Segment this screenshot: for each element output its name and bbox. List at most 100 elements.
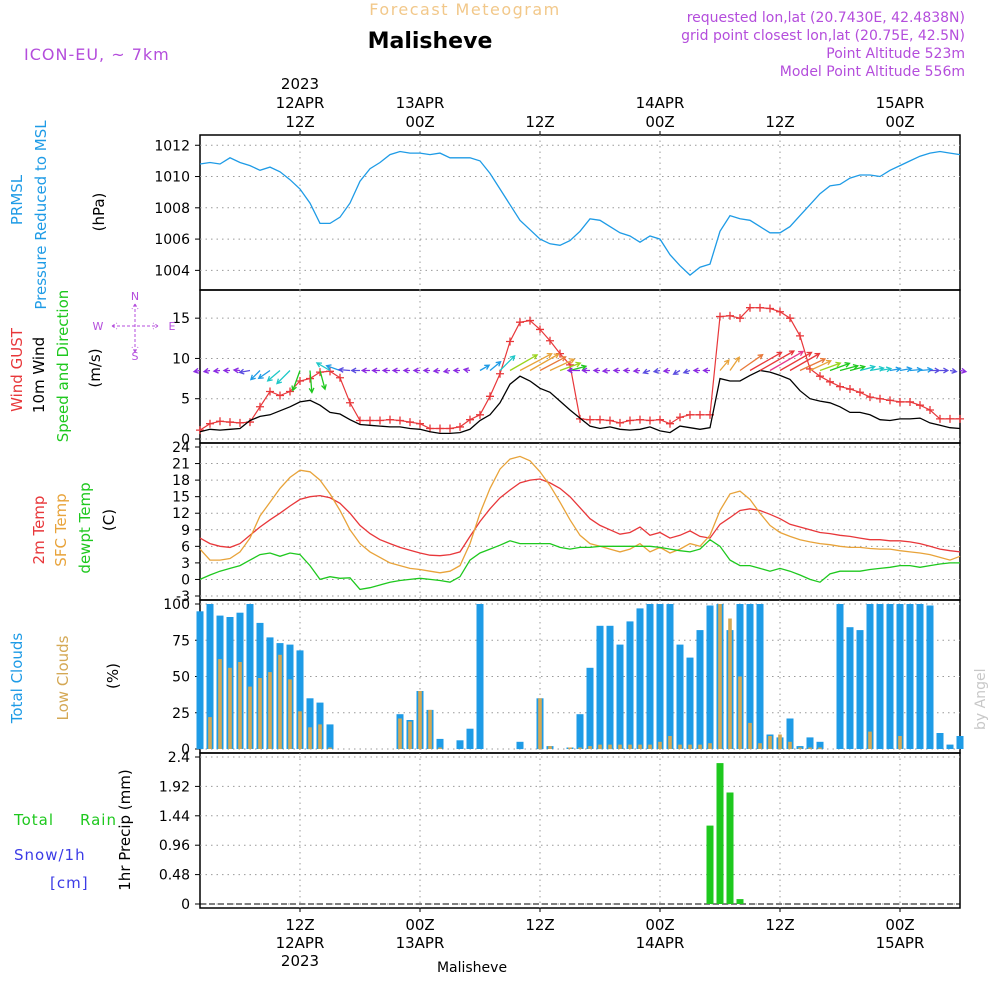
wind-direction-arrow xyxy=(519,352,553,372)
gust-marker xyxy=(346,398,354,407)
gust-marker xyxy=(816,372,824,381)
low-cloud-bar xyxy=(618,744,622,749)
legend-snow: Snow/1h xyxy=(14,846,86,864)
wind-direction-arrow xyxy=(759,350,796,372)
low-cloud-bar xyxy=(768,736,772,749)
top-time-label: 12Z xyxy=(525,113,554,131)
low-cloud-bar xyxy=(408,721,412,749)
gust-marker xyxy=(356,416,364,425)
footer-location: Malisheve xyxy=(437,960,507,976)
y-tick-label: 6 xyxy=(181,539,190,555)
bottom-year-label: 2023 xyxy=(281,952,319,970)
dewpt-line xyxy=(199,538,960,591)
precip-label-unit: 1hr Precip (mm) xyxy=(116,769,134,890)
low-cloud-bar xyxy=(668,736,672,749)
gust-marker xyxy=(496,369,504,378)
wind-direction-arrow xyxy=(276,370,291,385)
wind-label-unit: (m/s) xyxy=(86,348,104,387)
gust-marker xyxy=(446,424,454,433)
gust-marker xyxy=(886,396,894,405)
y-tick-label: 1006 xyxy=(154,232,190,248)
wind-direction-arrow xyxy=(612,367,620,374)
gust-marker xyxy=(336,373,344,382)
y-tick-label: 0.48 xyxy=(159,868,190,884)
wind-direction-arrow xyxy=(581,367,590,374)
top-time-label: 00Z xyxy=(885,113,914,131)
low-cloud-bar xyxy=(218,659,222,749)
low-cloud-bar xyxy=(298,711,302,749)
y-tick-label: 0 xyxy=(181,572,190,588)
low-cloud-bar xyxy=(638,744,642,749)
wind-direction-arrow xyxy=(499,354,516,371)
gust-marker xyxy=(846,385,854,394)
gust-marker xyxy=(746,303,754,312)
wind-direction-arrow xyxy=(940,367,950,374)
y-tick-label: 18 xyxy=(172,473,190,489)
wind-direction-arrow xyxy=(829,362,851,372)
gust-marker xyxy=(476,410,484,419)
point-altitude: Point Altitude 523m xyxy=(826,46,965,62)
y-tick-label: 100 xyxy=(163,597,190,613)
pressure-label-unit: (hPa) xyxy=(90,193,108,232)
low-cloud-bar xyxy=(578,747,582,749)
wind-direction-arrow xyxy=(202,367,211,374)
gust-marker xyxy=(486,392,494,401)
low-cloud-bar xyxy=(798,747,802,749)
low-cloud-bar xyxy=(398,718,402,749)
wind-direction-arrow xyxy=(622,367,630,374)
gust-marker xyxy=(516,318,524,327)
y-tick-label: 1008 xyxy=(154,201,190,217)
gust-marker xyxy=(286,387,294,396)
wind-direction-arrow xyxy=(442,367,451,374)
y-tick-label: 0.96 xyxy=(159,838,190,854)
grid-point-coords: grid point closest lon,lat (20.75E, 42.5… xyxy=(681,28,965,44)
total-cloud-bar xyxy=(596,625,604,750)
top-time-label: 14APR xyxy=(636,94,685,112)
y-tick-label: 2.4 xyxy=(168,750,190,766)
y-tick-label: 1010 xyxy=(154,170,190,186)
wind-direction-arrow xyxy=(539,356,567,372)
gust-marker xyxy=(716,312,724,321)
total-cloud-bar xyxy=(876,604,884,749)
gust-marker xyxy=(756,303,764,312)
total-cloud-bar xyxy=(816,741,824,750)
gust-marker xyxy=(836,382,844,391)
wind-direction-arrow xyxy=(930,367,941,374)
gust-marker xyxy=(826,377,834,386)
y-tick-label: 5 xyxy=(181,392,190,408)
wind-direction-arrow xyxy=(682,368,691,375)
gust-marker xyxy=(676,413,684,422)
gust-marker xyxy=(616,418,624,427)
total-cloud-bar xyxy=(756,604,764,749)
total-cloud-bar xyxy=(956,736,964,749)
y-tick-label: 1.44 xyxy=(159,809,190,825)
low-cloud-bar xyxy=(258,678,262,749)
gust-marker xyxy=(766,304,774,313)
gust-marker xyxy=(776,307,784,316)
total-cloud-bar xyxy=(636,608,644,749)
wind-direction-arrow xyxy=(308,370,315,394)
cloud-label-unit: (%) xyxy=(104,663,122,689)
top-year-label: 2023 xyxy=(281,75,319,93)
y-tick-label: 24 xyxy=(172,440,190,456)
bottom-time-label: 00Z xyxy=(405,916,434,934)
total-cloud-bar xyxy=(206,604,214,749)
total-cloud-bar xyxy=(696,630,704,749)
low-cloud-bar xyxy=(778,734,782,749)
low-cloud-bar xyxy=(598,744,602,749)
total-cloud-bar xyxy=(296,650,304,749)
wind-direction-arrow xyxy=(959,367,968,374)
gust-marker xyxy=(726,311,734,320)
wind-direction-arrow xyxy=(222,367,230,374)
total-cloud-bar xyxy=(846,627,854,749)
gust-marker xyxy=(896,397,904,406)
gust-marker xyxy=(606,416,614,425)
low-cloud-bar xyxy=(308,727,312,750)
low-cloud-bar xyxy=(698,744,702,749)
product-title: Forecast Meteogram xyxy=(369,0,560,19)
wind-direction-arrow xyxy=(662,367,671,374)
compass-east: E xyxy=(169,320,176,333)
bottom-time-label: 12APR xyxy=(276,934,325,952)
low-cloud-bar xyxy=(688,744,692,749)
